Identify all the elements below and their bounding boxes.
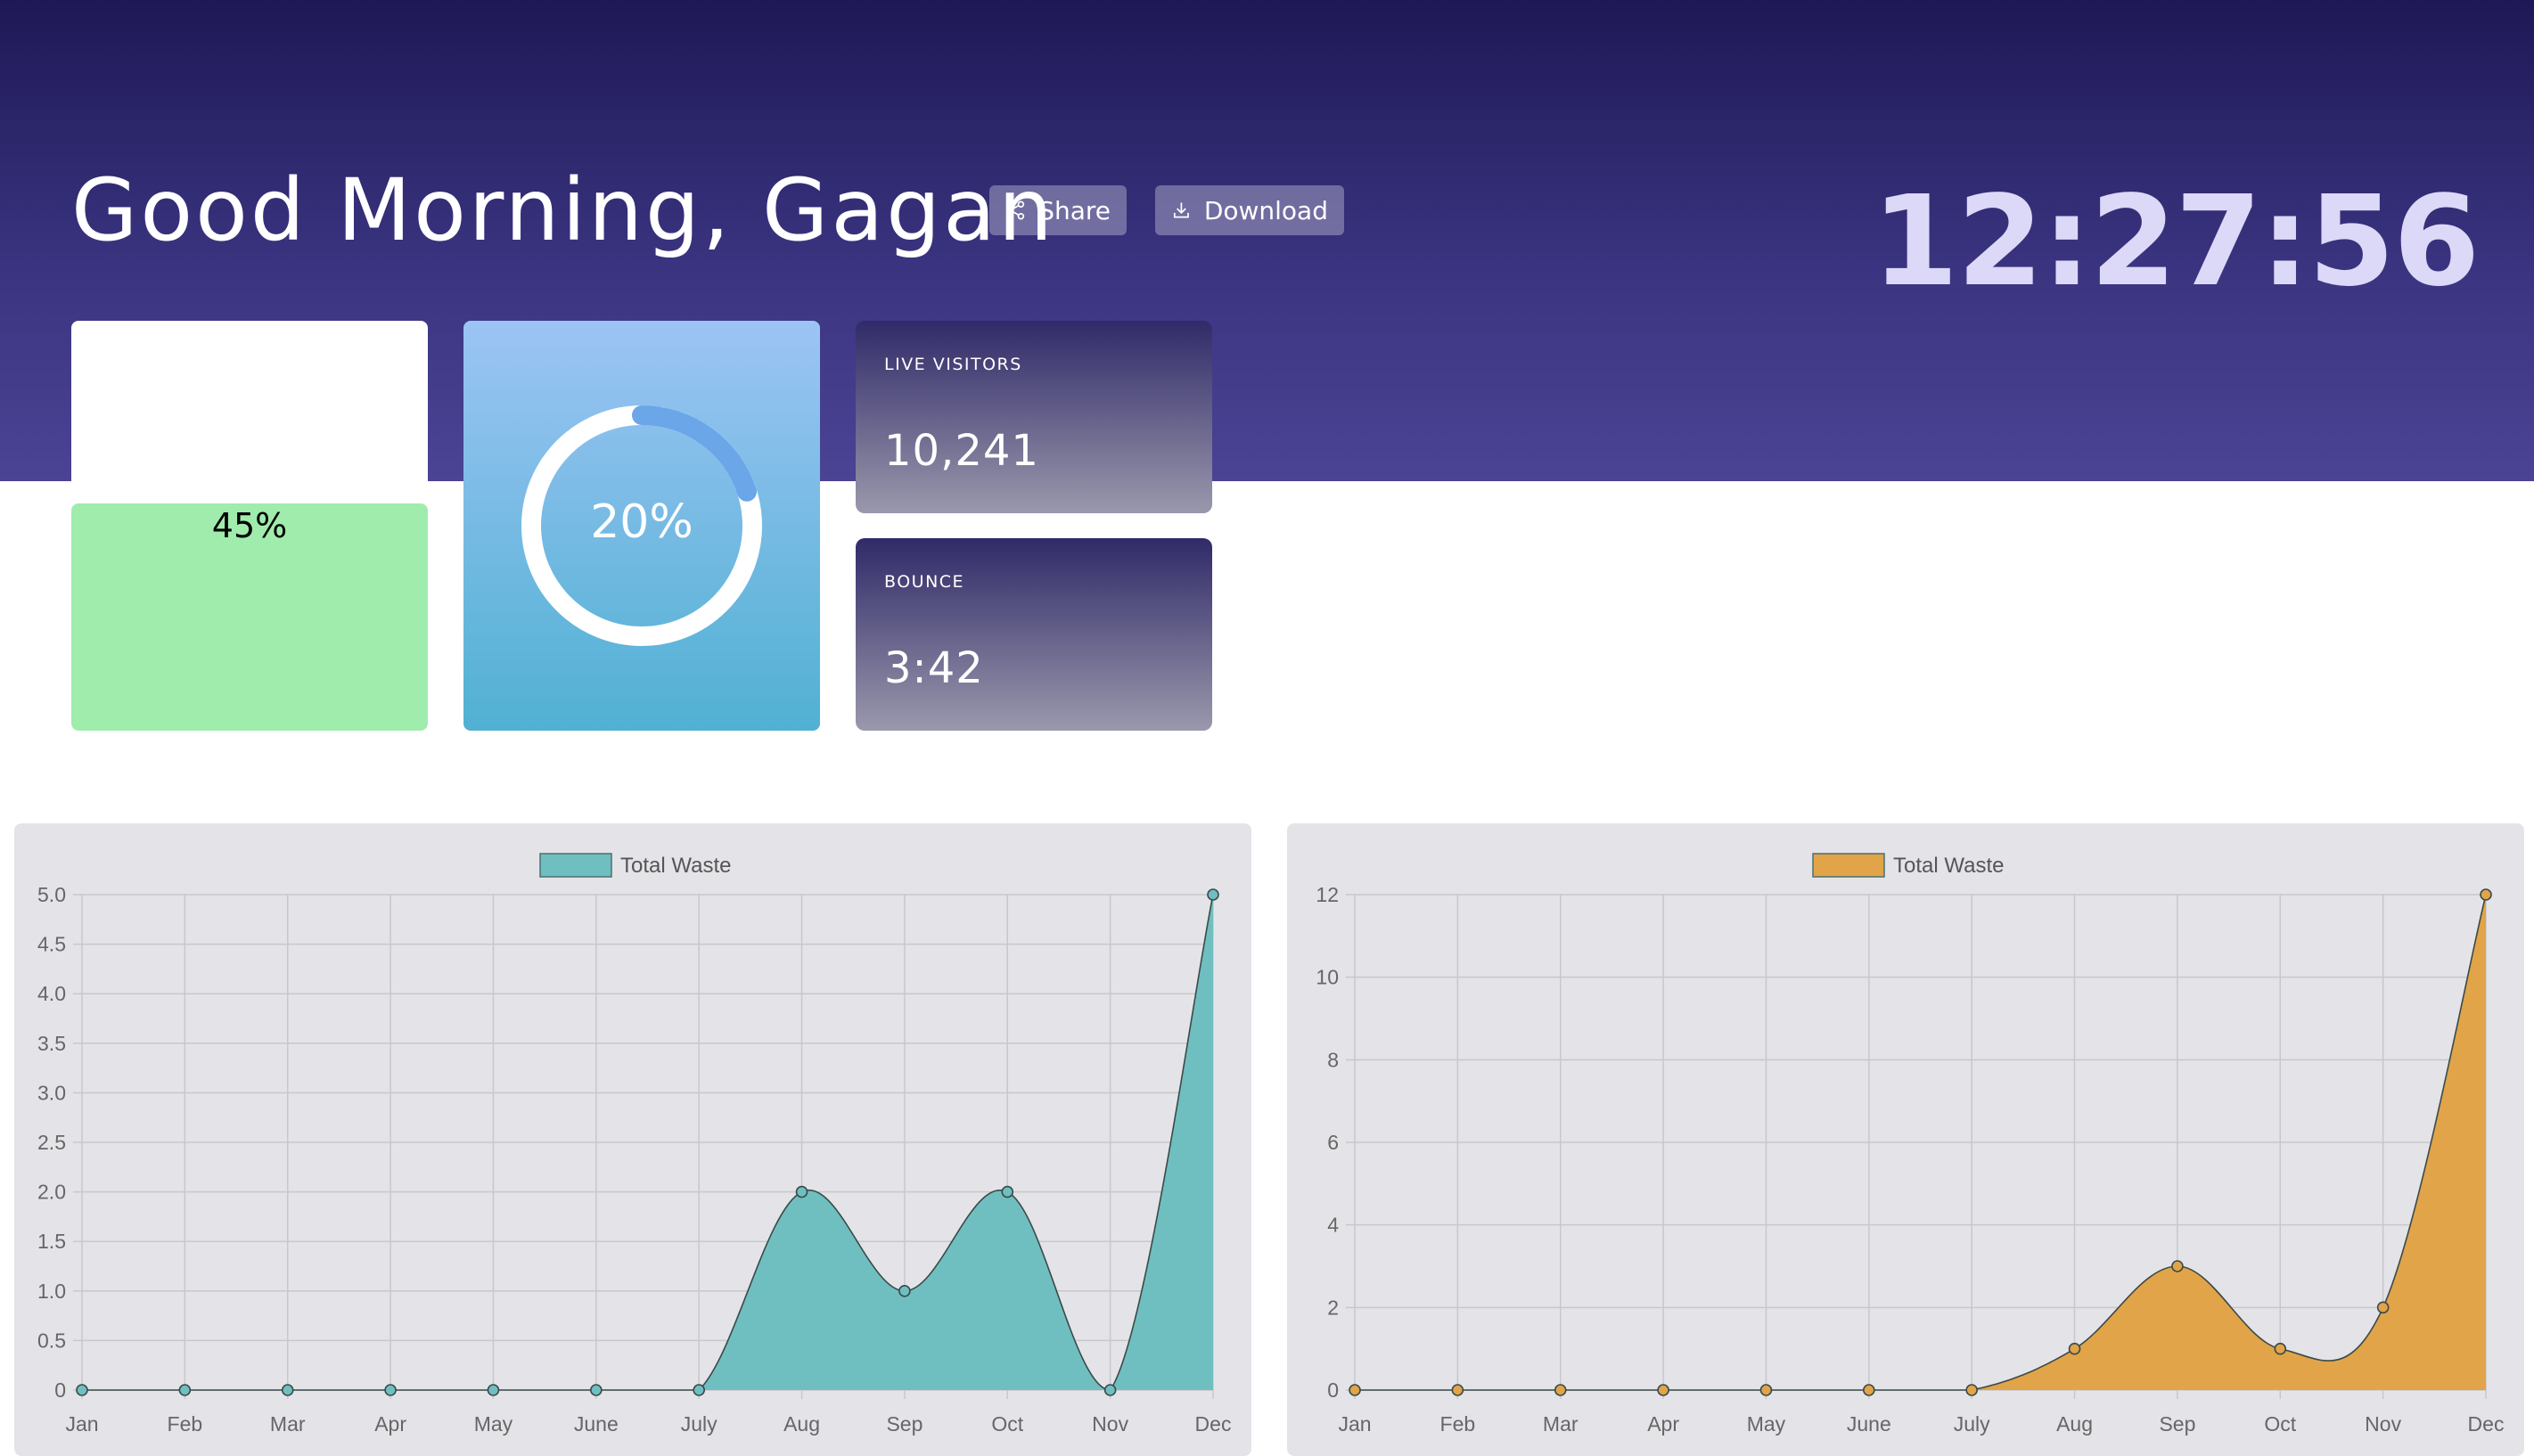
x-tick-label: May (1747, 1412, 1786, 1436)
x-tick-label: Nov (2365, 1412, 2401, 1436)
data-point[interactable] (281, 1384, 294, 1396)
x-tick-label: Apr (374, 1412, 406, 1436)
x-tick-label: Sep (2159, 1412, 2195, 1436)
data-point[interactable] (2274, 1342, 2287, 1355)
y-tick-label: 1.5 (37, 1230, 66, 1253)
y-tick-label: 5.0 (37, 883, 66, 906)
x-tick-label: Mar (270, 1412, 306, 1436)
clock: 12:27:56 (1872, 169, 2480, 315)
ring-arc (521, 405, 762, 646)
x-tick-label: Jan (65, 1412, 98, 1436)
legend-label[interactable]: Total Waste (620, 854, 732, 878)
x-tick-label: Oct (991, 1412, 1023, 1436)
data-point[interactable] (1451, 1384, 1464, 1396)
x-tick-label: Dec (1195, 1412, 1232, 1436)
greeting-title: Good Morning, Gagan (71, 160, 1055, 260)
live-visitors-card: LIVE VISITORS 10,241 (856, 321, 1212, 513)
y-tick-label: 2.5 (37, 1131, 66, 1154)
y-tick-label: 1.0 (37, 1280, 66, 1303)
data-point[interactable] (1965, 1384, 1978, 1396)
bounce-value: 3:42 (884, 643, 984, 693)
x-tick-label: Apr (1647, 1412, 1679, 1436)
data-point[interactable] (795, 1185, 808, 1198)
data-point[interactable] (2171, 1260, 2184, 1272)
y-tick-label: 10 (1316, 966, 1339, 989)
y-tick-label: 0 (54, 1378, 66, 1402)
x-tick-label: June (574, 1412, 619, 1436)
download-button-label: Download (1203, 195, 1328, 225)
data-point[interactable] (384, 1384, 397, 1396)
data-point[interactable] (1759, 1384, 1773, 1396)
data-point[interactable] (1001, 1185, 1014, 1198)
series-line (82, 894, 1214, 1391)
series-area (1355, 895, 2486, 1390)
y-tick-label: 6 (1327, 1131, 1339, 1154)
waste-chart-teal: Total Waste Jan Feb Mar Apr May June July Aug Sep… (14, 823, 1251, 1456)
data-point[interactable] (1554, 1384, 1567, 1396)
x-tick-label: Dec (2468, 1412, 2505, 1436)
share-icon (1007, 200, 1025, 220)
data-point[interactable] (2480, 888, 2492, 901)
y-tick-label: 8 (1327, 1048, 1339, 1071)
data-point[interactable] (590, 1384, 603, 1396)
progress-fill (71, 503, 428, 731)
progress-ring (521, 405, 762, 646)
x-tick-label: Mar (1543, 1412, 1579, 1436)
data-point[interactable] (1349, 1384, 1361, 1396)
y-tick-label: 3.5 (37, 1032, 66, 1055)
live-visitors-value: 10,241 (884, 426, 1039, 476)
y-tick-label: 3.0 (37, 1081, 66, 1104)
x-tick-label: Jan (1338, 1412, 1371, 1436)
download-icon (1173, 202, 1189, 218)
legend-label[interactable]: Total Waste (1893, 854, 2005, 878)
y-tick-label: 4 (1327, 1214, 1339, 1237)
chart-svg: Total Waste Jan Feb Mar Apr May June July Aug Sep… (1316, 853, 2505, 1436)
data-point[interactable] (1103, 1384, 1117, 1396)
x-tick-label: Aug (783, 1412, 820, 1436)
ring-card: 20% (463, 321, 820, 731)
data-point[interactable] (76, 1384, 88, 1396)
data-point[interactable] (693, 1384, 705, 1396)
download-button[interactable]: Download (1155, 185, 1344, 235)
x-tick-label: July (1954, 1412, 1990, 1436)
data-point[interactable] (1657, 1384, 1669, 1396)
progress-card: 45% (71, 321, 428, 731)
x-tick-label: July (681, 1412, 718, 1436)
x-tick-label: Oct (2264, 1412, 2296, 1436)
y-tick-label: 0.5 (37, 1329, 66, 1352)
y-tick-label: 0 (1327, 1378, 1339, 1402)
data-point[interactable] (898, 1284, 911, 1297)
data-point[interactable] (487, 1384, 500, 1396)
data-point[interactable] (1863, 1384, 1875, 1396)
live-visitors-label: LIVE VISITORS (884, 355, 1022, 374)
bounce-label: BOUNCE (884, 572, 965, 592)
x-tick-label: Aug (2056, 1412, 2093, 1436)
legend-swatch[interactable] (1812, 853, 1885, 878)
x-tick-label: June (1847, 1412, 1891, 1436)
progress-label: 45% (211, 506, 288, 545)
x-tick-label: May (474, 1412, 513, 1436)
y-tick-label: 12 (1316, 883, 1339, 906)
legend-swatch[interactable] (539, 853, 612, 878)
x-tick-label: Feb (1440, 1412, 1476, 1436)
y-tick-label: 2 (1327, 1296, 1339, 1319)
data-point[interactable] (1207, 888, 1219, 901)
waste-chart-orange: Total Waste Jan Feb Mar Apr May June July Aug Sep… (1287, 823, 2524, 1456)
bounce-card: BOUNCE 3:42 (856, 538, 1212, 731)
share-button[interactable]: Share (989, 185, 1127, 235)
y-tick-label: 4.5 (37, 933, 66, 956)
data-point[interactable] (2068, 1342, 2081, 1355)
x-tick-label: Sep (886, 1412, 923, 1436)
share-button-label: Share (1038, 195, 1111, 225)
chart-svg: Total Waste Jan Feb Mar Apr May June July Aug Sep… (37, 853, 1232, 1436)
data-point[interactable] (2376, 1301, 2390, 1314)
x-tick-label: Nov (1092, 1412, 1128, 1436)
y-tick-label: 4.0 (37, 982, 66, 1005)
ring-label: 20% (590, 495, 693, 549)
x-tick-label: Feb (168, 1412, 203, 1436)
data-point[interactable] (178, 1384, 192, 1396)
y-tick-label: 2.0 (37, 1181, 66, 1204)
